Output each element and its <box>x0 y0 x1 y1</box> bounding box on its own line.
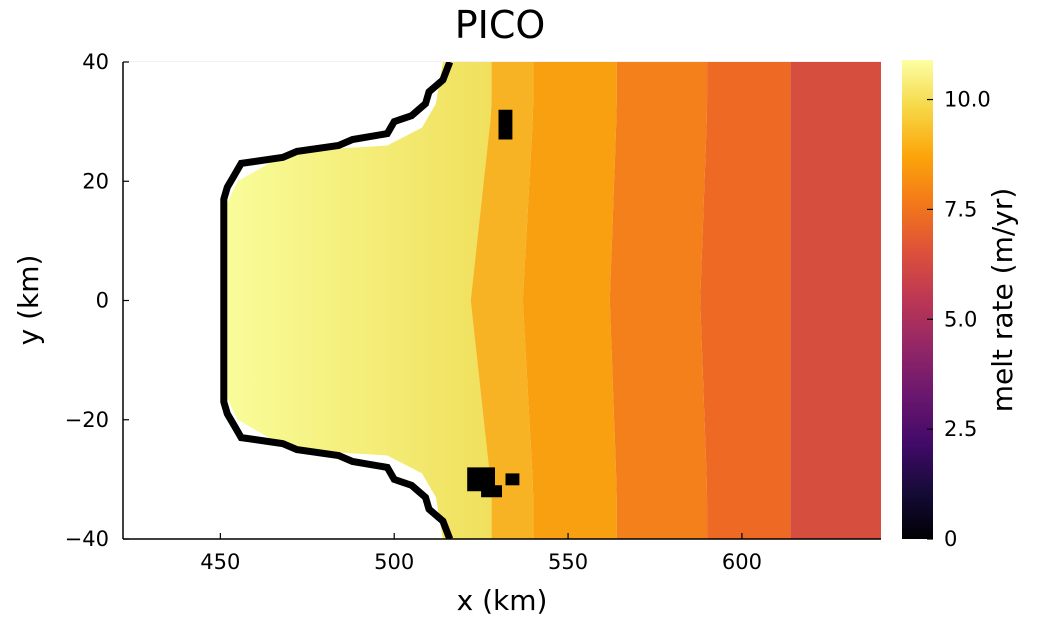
y-tick-label-1: 20 <box>82 169 109 193</box>
x-tick-label-0: 450 <box>200 550 240 574</box>
y-axis-ticks: 40 20 0 −20 −40 <box>65 50 129 551</box>
colorbar-ticks: 0 2.5 5.0 7.5 10.0 <box>927 88 991 551</box>
y-tick-label-4: −40 <box>65 527 109 551</box>
melt-box-2 <box>470 62 534 539</box>
melt-box-4 <box>609 62 708 539</box>
x-axis-label: x (km) <box>457 584 548 617</box>
colorbar-tick-label-3: 7.5 <box>944 197 977 221</box>
x-tick-label-1: 500 <box>374 550 414 574</box>
colorbar-tick-label-4: 10.0 <box>944 88 991 112</box>
x-tick-label-2: 550 <box>548 550 588 574</box>
grounded-island-2 <box>505 473 520 486</box>
colorbar-tick-label-1: 2.5 <box>944 417 977 441</box>
colorbar-tick-label-0: 0 <box>944 527 957 551</box>
y-tick-label-2: 0 <box>96 289 109 313</box>
open-ocean-mask <box>123 62 443 539</box>
colorbar: 0 2.5 5.0 7.5 10.0 melt rate (m/yr) <box>902 60 1019 551</box>
melt-box-5 <box>700 62 791 539</box>
y-tick-label-0: 40 <box>82 50 109 74</box>
ice-front-outline <box>220 62 520 539</box>
grounded-island-3 <box>481 485 502 498</box>
y-tick-label-3: −20 <box>65 408 109 432</box>
colorbar-scale <box>902 60 933 539</box>
ice-front-line <box>220 62 454 539</box>
melt-box-3 <box>522 62 617 539</box>
colorbar-tick-label-2: 5.0 <box>944 307 977 331</box>
x-tick-label-3: 600 <box>722 550 762 574</box>
melt-rate-field <box>123 62 881 539</box>
melt-box-6 <box>790 62 881 539</box>
y-axis-label: y (km) <box>12 255 45 346</box>
melt-box-1 <box>220 62 492 539</box>
x-axis-ticks: 450 500 550 600 <box>200 533 762 574</box>
grounded-island-0 <box>498 109 513 140</box>
colorbar-label: melt rate (m/yr) <box>986 188 1019 413</box>
chart-title: PICO <box>455 3 546 47</box>
